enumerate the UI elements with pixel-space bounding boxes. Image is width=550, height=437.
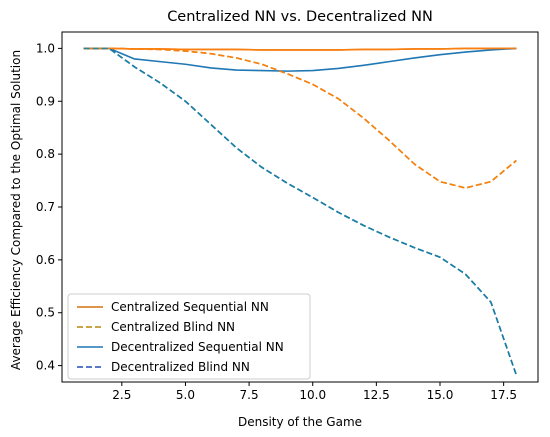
- y-axis-label: Average Efficiency Compared to the Optim…: [9, 50, 23, 370]
- plot-frame: [61, 31, 539, 383]
- legend: Centralized Sequential NN Centralized Bli…: [67, 293, 311, 380]
- y-tick-label: 0.9: [36, 94, 55, 108]
- y-tick-label: 0.4: [36, 359, 55, 373]
- x-tick-label: 12.5: [363, 388, 390, 402]
- series-line-3: [83, 47, 517, 72]
- x-tick-label: 15.0: [427, 388, 454, 402]
- y-tick-label: 0.8: [36, 147, 55, 161]
- x-tick-label: 17.5: [490, 388, 517, 402]
- y-tick-label: 0.5: [36, 306, 55, 320]
- legend-label: Decentralized Sequential NN: [111, 340, 284, 354]
- y-tick-label: 1.0: [36, 41, 55, 55]
- plot-layer: [83, 47, 518, 376]
- legend-box: [67, 293, 311, 380]
- x-tick-label: 5.0: [176, 388, 195, 402]
- x-tick-label: 7.5: [240, 388, 259, 402]
- overlay-line-2: [83, 47, 517, 189]
- tick-layer: 2.5 5.0 7.5 10.0 12.5 15.0 17.5 0.4 0.5 0.6 0.7 0.8…: [36, 41, 517, 402]
- chart-title: Centralized NN vs. Decentralized NN: [167, 9, 433, 25]
- legend-label: Centralized Blind NN: [111, 320, 235, 334]
- y-tick-label: 0.6: [36, 253, 55, 267]
- overlay-line-3: [83, 47, 518, 376]
- legend-label: Decentralized Blind NN: [111, 360, 250, 374]
- x-tick-label: 10.0: [299, 388, 326, 402]
- x-axis-label: Density of the Game: [238, 415, 362, 429]
- x-tick-label: 2.5: [112, 388, 131, 402]
- y-tick-label: 0.7: [36, 200, 55, 214]
- legend-label: Centralized Sequential NN: [111, 300, 269, 314]
